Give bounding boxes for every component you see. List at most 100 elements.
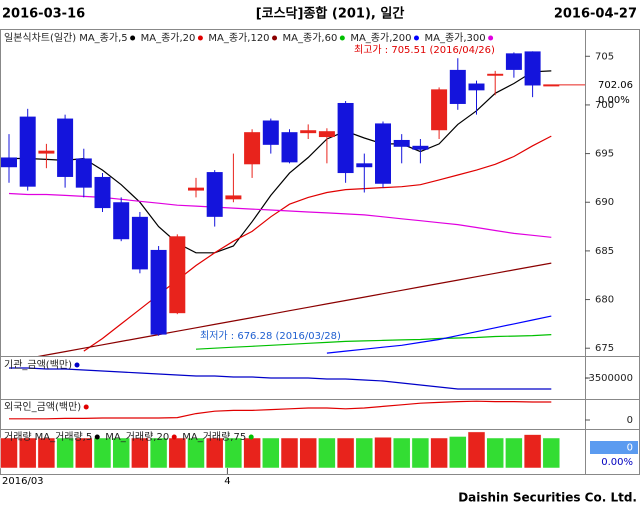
volume-bar: [467, 431, 486, 469]
legend-label: MA_종가,300: [424, 32, 485, 44]
candle-body: [262, 120, 279, 145]
volume-bar: [93, 437, 112, 469]
y-tick-label: 690: [595, 197, 614, 208]
legend-label: MA_거래량,5: [35, 431, 93, 443]
ma-line: [326, 315, 552, 354]
candle-body: [318, 131, 335, 138]
candle-body: [57, 118, 74, 177]
candle-body: [468, 83, 485, 91]
candle-body: [1, 157, 17, 168]
volume-bar: [112, 437, 130, 469]
candle-body: [38, 150, 55, 154]
legend-marker: [248, 434, 254, 440]
volume-bar: [37, 437, 56, 469]
y-tick-label: 705: [595, 51, 614, 62]
y-tick-label: 685: [595, 246, 614, 257]
volume-bar: [542, 437, 561, 469]
candle-body: [113, 202, 130, 240]
volume-bar: [0, 437, 18, 469]
legend-label: MA_종가,20: [141, 32, 196, 44]
legend-marker: [83, 404, 89, 410]
y-tick-label: 680: [595, 295, 614, 306]
candle-body: [524, 51, 541, 86]
legend-label: MA_종가,200: [350, 32, 411, 44]
legend-marker: [94, 434, 100, 440]
legend-label: 일본식차트(일간): [4, 32, 76, 44]
volume-bar: [374, 436, 392, 469]
end-date: 2016-04-27: [554, 7, 637, 22]
candle-body: [188, 187, 204, 191]
candle-body: [505, 53, 522, 70]
x-month-label: 2016/03: [2, 476, 44, 487]
candle-body: [225, 195, 242, 200]
y-tick-label: 0: [627, 415, 633, 426]
ma-line: [9, 70, 552, 254]
candle-body: [412, 145, 429, 150]
candle-body: [393, 139, 410, 147]
candle-body: [19, 116, 36, 187]
candle-body: [431, 89, 448, 131]
legend-label: MA_종가,5: [79, 32, 127, 44]
volume-bar: [449, 436, 467, 469]
last-price: 702.06: [598, 80, 633, 91]
candle-body: [206, 172, 223, 217]
candle-body: [375, 123, 391, 184]
volume-bar: [149, 437, 168, 469]
legend-marker: [130, 35, 136, 41]
candle-body: [244, 132, 261, 165]
volume-bar: [318, 437, 336, 469]
volume-bar: [56, 437, 74, 469]
last-change: 0.00%: [598, 95, 630, 106]
volume-bar: [299, 437, 317, 469]
y-tick-label: 695: [595, 149, 614, 160]
annotation: 최고가 : 705.51 (2016/04/26): [354, 44, 495, 56]
volume-box-change: 0.00%: [601, 457, 633, 468]
legend-label: MA_거래량,20: [105, 431, 169, 443]
legend-marker: [197, 35, 203, 41]
candle-body: [337, 102, 354, 174]
volume-bar: [523, 434, 542, 469]
volume-bar: [355, 437, 374, 469]
ma-line: [195, 334, 552, 350]
candle-body: [131, 216, 148, 270]
volume-bar: [187, 437, 205, 469]
volume-bar: [280, 437, 299, 469]
company: Daishin Securities Co. Ltd.: [458, 491, 637, 505]
legend-marker: [272, 35, 278, 41]
volume-bar: [336, 437, 355, 469]
volume-box: [590, 441, 638, 454]
annotation: 최저가 : 676.28 (2016/03/28): [200, 330, 341, 342]
legend-marker: [171, 434, 177, 440]
volume-bar: [18, 437, 37, 469]
flow-line: [9, 367, 552, 390]
legend-marker: [339, 35, 345, 41]
y-tick-label: 675: [595, 343, 614, 354]
y-tick-label: -3500000: [585, 373, 633, 384]
legend-label: MA_종가,60: [283, 32, 338, 44]
volume-bar: [430, 437, 448, 469]
start-date: 2016-03-16: [2, 7, 85, 22]
legend-label: MA_거래량,75: [182, 431, 246, 443]
candle-body: [449, 69, 466, 104]
volume-box-value: 0: [627, 443, 633, 454]
candle-body: [543, 84, 560, 87]
candle-body: [75, 158, 92, 188]
volume-bar: [131, 437, 149, 469]
candle-body: [300, 130, 317, 134]
legend-label: 거래량: [4, 431, 32, 443]
y-tick-label: 700: [595, 100, 614, 111]
volume-bar: [262, 437, 280, 469]
chart-title: [코스닥]종합 (201), 일간: [256, 6, 405, 22]
candle-body: [150, 249, 167, 335]
legend-marker: [413, 35, 419, 41]
ma-line: [37, 262, 552, 356]
volume-bar: [75, 437, 93, 469]
candle-body: [169, 236, 186, 314]
legend-marker: [74, 362, 80, 368]
volume-bar: [168, 437, 187, 469]
legend-label: MA_종가,120: [208, 32, 269, 44]
flow-line: [9, 400, 552, 420]
volume-bar: [486, 437, 504, 469]
candle-body: [94, 176, 111, 209]
candle-body: [487, 73, 504, 76]
